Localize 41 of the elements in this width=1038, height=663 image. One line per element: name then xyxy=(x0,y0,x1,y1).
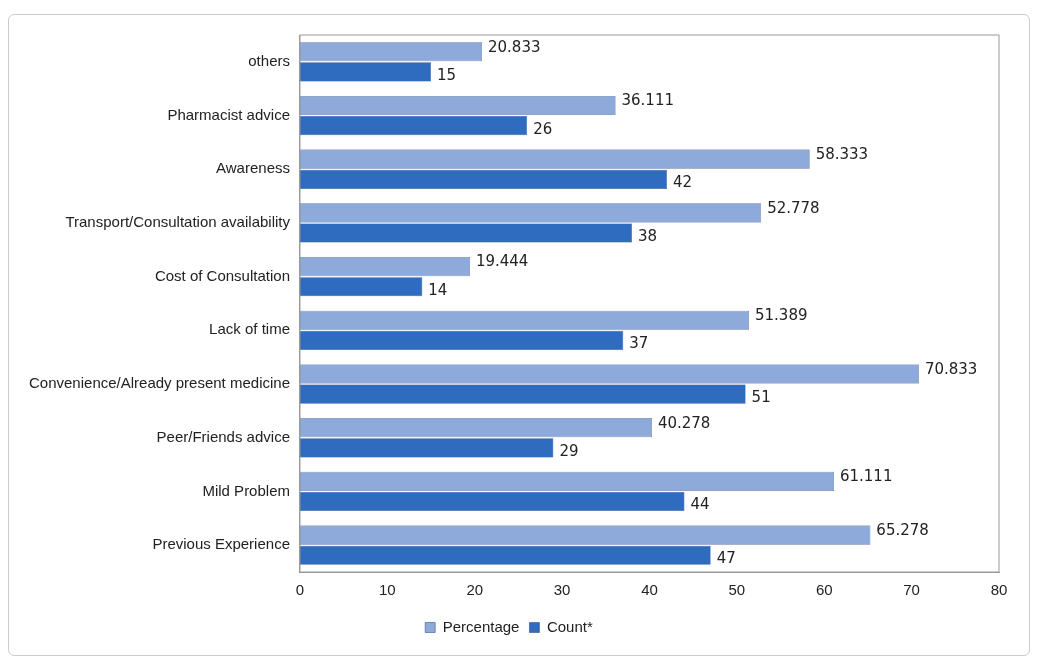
data-label: 52.778 xyxy=(767,198,820,217)
y-tick-label: Awareness xyxy=(216,159,290,177)
data-label: 40.278 xyxy=(657,413,711,432)
data-label: 58.333 xyxy=(815,145,869,164)
x-tick-label: 50 xyxy=(728,581,746,599)
data-label: 19.444 xyxy=(475,252,529,271)
y-tick-label: Cost of Consultation xyxy=(154,266,290,284)
data-label: 14 xyxy=(428,280,448,299)
y-tick-label: Pharmacist advice xyxy=(167,105,290,123)
y-tick-label: Convenience/Already present medicine xyxy=(29,374,290,392)
x-tick-label: 0 xyxy=(295,581,305,599)
y-tick-label: Previous Experience xyxy=(152,535,290,553)
data-label: 26 xyxy=(533,119,553,138)
x-tick-label: 60 xyxy=(815,581,833,599)
data-label: 44 xyxy=(690,495,710,514)
x-tick-label: 20 xyxy=(466,581,484,599)
x-tick-label: 70 xyxy=(903,581,920,599)
x-tick-label: 40 xyxy=(641,581,658,599)
y-tick-label: Transport/Consultation availability xyxy=(65,213,291,231)
data-label: 47 xyxy=(716,549,736,568)
x-tick-label: 80 xyxy=(990,581,1008,599)
data-label: 15 xyxy=(437,65,457,84)
data-label: 29 xyxy=(559,441,579,460)
y-tick-label: others xyxy=(248,51,290,69)
data-label: 70.833 xyxy=(924,359,978,378)
data-label: 61.111 xyxy=(839,467,893,486)
x-tick-label: 10 xyxy=(379,581,396,599)
data-label: 51.389 xyxy=(755,306,808,325)
data-label: 51 xyxy=(751,388,771,407)
legend-label: Percentage xyxy=(442,617,520,635)
data-label: 37 xyxy=(629,334,649,353)
y-tick-label: Peer/Friends advice xyxy=(156,427,290,445)
data-label: 42 xyxy=(672,173,693,192)
y-tick-label: Mild Problem xyxy=(202,481,290,499)
data-label: 65.278 xyxy=(876,520,929,539)
x-tick-label: 30 xyxy=(553,581,571,599)
data-label: 36.111 xyxy=(621,91,675,110)
data-label: 20.833 xyxy=(488,37,541,56)
y-tick-label: Lack of time xyxy=(209,320,290,338)
data-label: 38 xyxy=(638,226,658,245)
legend-label: Count* xyxy=(546,617,593,635)
